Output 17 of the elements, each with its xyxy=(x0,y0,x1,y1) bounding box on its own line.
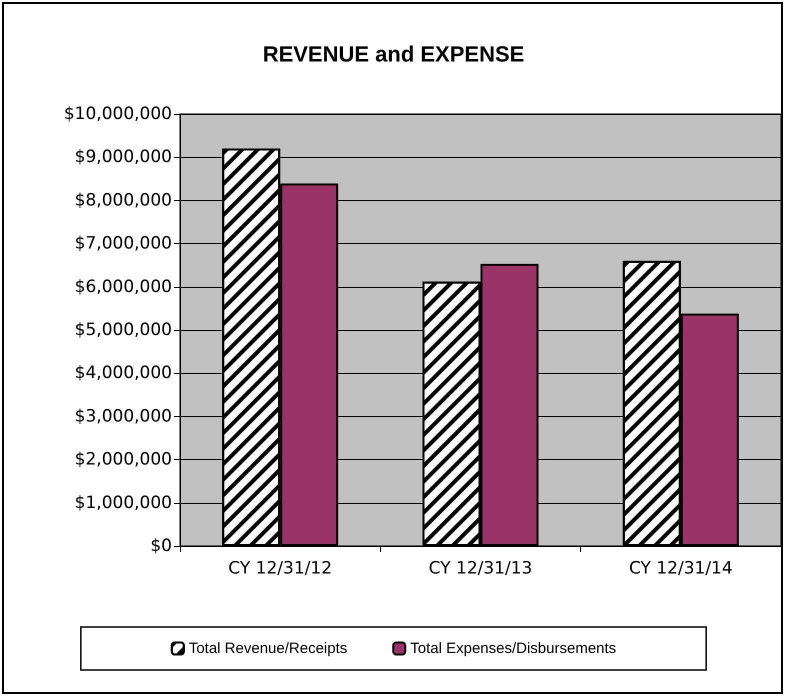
x-tick-label: CY 12/31/12 xyxy=(228,558,332,578)
y-tick-label: $4,000,000 xyxy=(74,363,172,384)
y-tick-label: $7,000,000 xyxy=(74,234,172,254)
y-tick-label: $6,000,000 xyxy=(74,276,172,297)
legend-label: Total Expenses/Disbursements xyxy=(410,640,616,657)
y-tick-label: $2,000,000 xyxy=(74,450,172,470)
y-tick-label: $0 xyxy=(150,536,172,556)
y-tick-label: $1,000,000 xyxy=(74,492,172,513)
chart-title: REVENUE and EXPENSE xyxy=(262,42,524,66)
y-tick-label: $3,000,000 xyxy=(74,406,172,426)
y-tick-label: $8,000,000 xyxy=(74,190,172,210)
x-tick-label: CY 12/31/13 xyxy=(428,558,532,578)
legend-label: Total Revenue/Receipts xyxy=(188,640,348,657)
y-tick-label: $10,000,000 xyxy=(64,104,172,124)
y-tick-label: $5,000,000 xyxy=(74,320,172,340)
x-tick-label: CY 12/31/14 xyxy=(628,558,733,578)
y-tick-label: $9,000,000 xyxy=(74,147,172,168)
